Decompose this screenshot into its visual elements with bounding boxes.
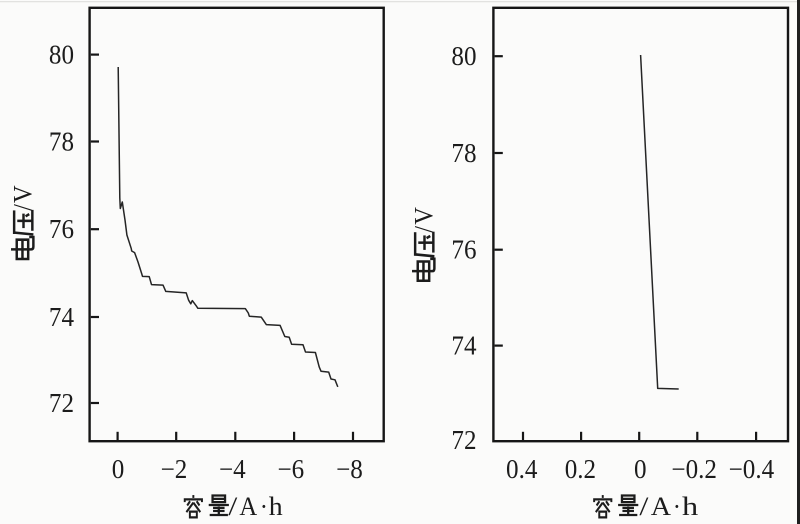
svg-text:−2: −2 — [161, 454, 188, 484]
svg-text:−0.2: −0.2 — [671, 454, 717, 484]
svg-text:80: 80 — [49, 40, 74, 70]
svg-text:0: 0 — [634, 454, 647, 484]
svg-text:78: 78 — [451, 138, 476, 168]
svg-text:−0.4: −0.4 — [729, 454, 775, 484]
svg-text:·: · — [673, 492, 681, 521]
svg-text:78: 78 — [49, 127, 74, 157]
svg-text:72: 72 — [451, 425, 476, 455]
svg-text:0.4: 0.4 — [506, 454, 537, 484]
svg-text:−4: −4 — [219, 454, 246, 484]
svg-text:A: A — [239, 492, 258, 521]
svg-text:76: 76 — [451, 235, 476, 265]
svg-text:74: 74 — [49, 302, 74, 332]
svg-text:74: 74 — [451, 331, 476, 361]
svg-text:72: 72 — [49, 388, 74, 418]
svg-text:/: / — [228, 493, 238, 521]
svg-text:h: h — [682, 493, 698, 522]
svg-text:80: 80 — [451, 41, 476, 71]
svg-text:76: 76 — [49, 214, 74, 244]
svg-text:/V: /V — [411, 206, 439, 233]
svg-text:A: A — [651, 492, 672, 521]
svg-text:0: 0 — [112, 454, 125, 484]
svg-text:·: · — [260, 492, 268, 521]
svg-text:/: / — [639, 493, 649, 521]
svg-text:0.2: 0.2 — [565, 454, 596, 484]
svg-text:h: h — [269, 492, 283, 521]
svg-text:−8: −8 — [336, 454, 363, 484]
svg-text:/V: /V — [10, 184, 38, 211]
svg-text:−6: −6 — [277, 454, 304, 484]
